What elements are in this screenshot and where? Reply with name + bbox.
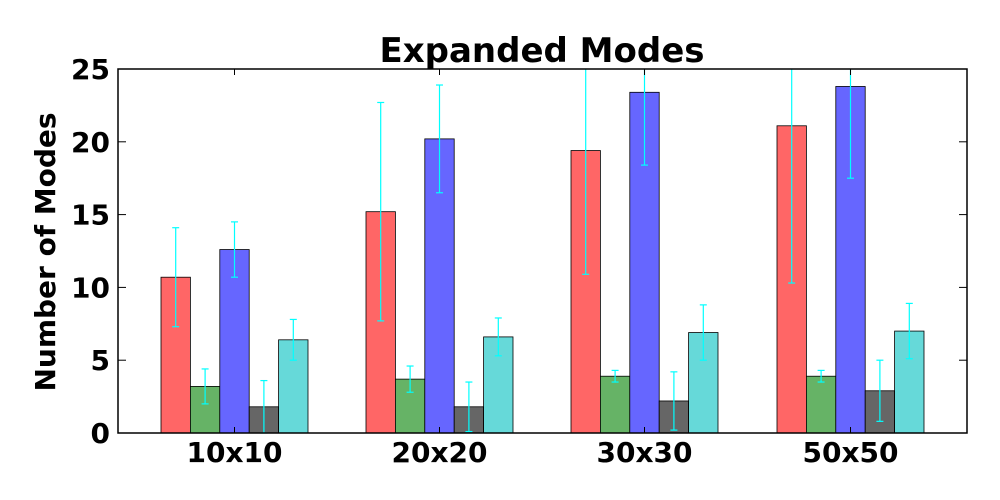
- bar: [600, 375, 631, 434]
- plot-frame: [117, 68, 968, 434]
- x-tick-label: 50x50: [803, 436, 899, 469]
- x-tick-label: 30x30: [597, 436, 693, 469]
- y-axis-label: Number of Modes: [29, 112, 62, 391]
- error-bars-group: [172, 69, 913, 434]
- y-tick-label: 20: [71, 126, 110, 159]
- y-ticks-group: 0 5 10 15 20 25: [71, 53, 967, 450]
- x-tick-label: 20x20: [392, 436, 488, 469]
- chart-title: Expanded Modes: [379, 31, 704, 71]
- y-tick-label: 10: [71, 271, 110, 304]
- x-tick-label: 10x10: [187, 436, 283, 469]
- bar: [806, 375, 837, 434]
- y-tick-label: 0: [91, 417, 110, 450]
- x-ticks-group: 10x10 20x20 30x30 50x50: [187, 69, 899, 469]
- y-tick-label: 25: [71, 53, 110, 86]
- y-tick-label: 15: [71, 199, 110, 232]
- y-tick-label: 5: [91, 344, 110, 377]
- bars-group: [160, 86, 925, 434]
